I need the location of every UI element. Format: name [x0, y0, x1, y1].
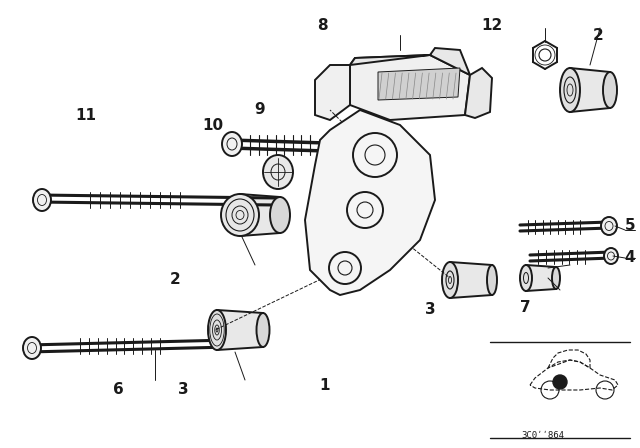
Text: 5: 5 — [625, 219, 636, 233]
Ellipse shape — [604, 248, 618, 264]
Ellipse shape — [520, 265, 532, 291]
Ellipse shape — [270, 197, 290, 233]
Polygon shape — [526, 265, 556, 291]
Text: 1: 1 — [320, 378, 330, 392]
Text: 11: 11 — [76, 108, 97, 122]
Polygon shape — [350, 48, 470, 75]
Polygon shape — [450, 262, 492, 298]
Ellipse shape — [263, 155, 293, 189]
Text: 6: 6 — [113, 383, 124, 397]
Text: 7: 7 — [520, 301, 531, 315]
Text: 12: 12 — [481, 17, 502, 33]
Polygon shape — [240, 194, 280, 236]
Polygon shape — [350, 55, 470, 120]
Circle shape — [353, 133, 397, 177]
Polygon shape — [315, 65, 350, 120]
Ellipse shape — [601, 217, 617, 235]
Ellipse shape — [257, 313, 269, 347]
Ellipse shape — [442, 262, 458, 298]
Polygon shape — [217, 310, 263, 350]
Polygon shape — [378, 68, 460, 100]
Text: 3: 3 — [425, 302, 435, 318]
Text: 3C0ʹʹ864: 3C0ʹʹ864 — [522, 431, 564, 439]
Polygon shape — [305, 110, 435, 295]
Ellipse shape — [552, 267, 560, 289]
Text: 9: 9 — [255, 103, 266, 117]
Text: 10: 10 — [202, 117, 223, 133]
Polygon shape — [465, 68, 492, 118]
Ellipse shape — [222, 132, 242, 156]
Text: 2: 2 — [593, 27, 604, 43]
Text: 8: 8 — [317, 17, 327, 33]
Ellipse shape — [23, 337, 41, 359]
Ellipse shape — [560, 68, 580, 112]
Text: 3: 3 — [178, 383, 188, 397]
Ellipse shape — [221, 194, 259, 236]
Circle shape — [553, 375, 567, 389]
Polygon shape — [570, 68, 610, 112]
Ellipse shape — [487, 265, 497, 295]
Text: 4: 4 — [625, 250, 636, 266]
Circle shape — [329, 252, 361, 284]
Ellipse shape — [603, 72, 617, 108]
Ellipse shape — [208, 310, 226, 350]
Ellipse shape — [33, 189, 51, 211]
Text: 2: 2 — [170, 272, 180, 288]
Circle shape — [347, 192, 383, 228]
